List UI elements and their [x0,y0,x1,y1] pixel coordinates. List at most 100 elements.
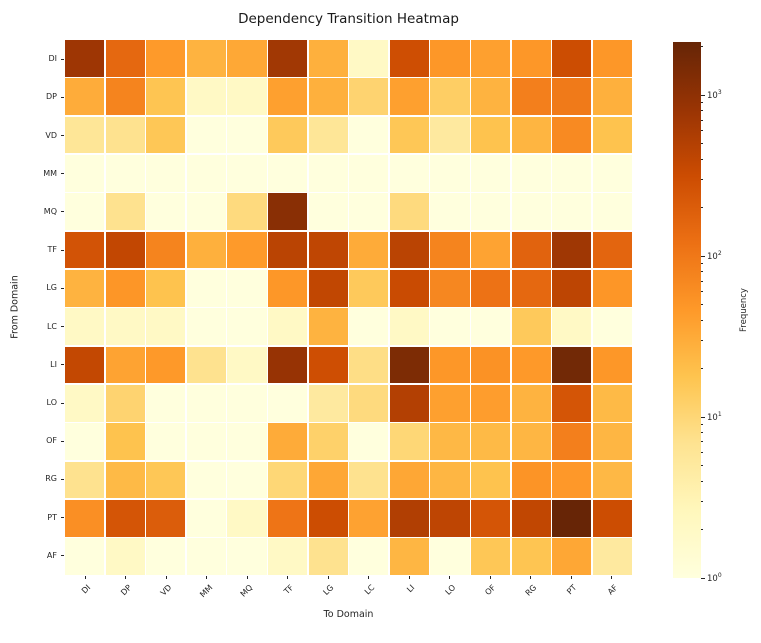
heatmap-cell [592,308,632,346]
heatmap-cell [268,384,308,422]
colorbar-minor-tick [701,178,704,180]
heatmap-cell [186,423,226,461]
x-tick-mark [530,575,532,579]
heatmap-cell [105,538,145,575]
y-tick-label: TF [47,245,58,255]
y-tick-label: RG [45,474,57,484]
heatmap-cell [105,384,145,422]
colorbar-minor-tick [701,280,704,282]
heatmap-cell [552,538,592,575]
y-tick-mark [60,364,64,366]
heatmap-cell [389,538,429,575]
heatmap-cell [389,193,429,231]
heatmap-cell [186,461,226,499]
heatmap-cell [349,78,389,116]
heatmap-cell [65,538,105,575]
heatmap-cell [308,154,348,192]
heatmap-cell [511,538,551,575]
heatmap-cell [389,423,429,461]
x-tick-mark [449,575,451,579]
heatmap-cell [430,269,470,307]
heatmap-cell [471,78,511,116]
heatmap-cell [65,423,105,461]
heatmap-cell [186,384,226,422]
colorbar-minor-tick [701,110,704,112]
heatmap-cell [186,499,226,537]
heatmap-cell [308,384,348,422]
heatmap-cell [65,384,105,422]
y-tick-mark [60,58,64,60]
heatmap-cell [471,461,511,499]
heatmap-cell [65,231,105,269]
x-tick-mark [287,575,289,579]
colorbar-tick-label: 101 [707,411,722,423]
heatmap-cell [268,346,308,384]
heatmap-cell [511,78,551,116]
heatmap-cell [349,231,389,269]
heatmap-cell [186,116,226,154]
heatmap-cell [65,269,105,307]
y-tick-label: LC [46,321,57,331]
y-tick-mark [60,326,64,328]
heatmap-cell [511,308,551,346]
y-axis-title: From Domain [9,275,21,339]
heatmap-cell [65,346,105,384]
heatmap-cell [430,499,470,537]
heatmap-cell [308,78,348,116]
heatmap-cell [430,308,470,346]
y-tick-label: VD [45,130,57,140]
heatmap-cell [592,538,632,575]
heatmap-cell [430,461,470,499]
heatmap-cell [146,423,186,461]
colorbar-minor-tick [701,432,704,434]
y-tick-mark [60,402,64,404]
heatmap-cell [592,40,632,77]
heatmap-cell [511,231,551,269]
colorbar-major-tick [701,577,705,579]
heatmap-cell [227,154,267,192]
heatmap-cell [592,193,632,231]
heatmap-cell [105,154,145,192]
heatmap-cell [105,461,145,499]
heatmap-cell [471,193,511,231]
colorbar-minor-tick [701,500,704,502]
heatmap-cell [471,384,511,422]
x-tick-mark [246,575,248,579]
colorbar-minor-tick [701,262,704,264]
x-tick-mark [408,575,410,579]
heatmap-cell [105,269,145,307]
colorbar-minor-tick [701,130,704,132]
heatmap-cell [389,116,429,154]
heatmap-cell [592,269,632,307]
heatmap-cell [592,346,632,384]
heatmap-cell [511,40,551,77]
heatmap-cell [105,40,145,77]
heatmap-cell [349,308,389,346]
y-tick-mark [60,173,64,175]
heatmap-cell [105,78,145,116]
heatmap-cell [592,384,632,422]
heatmap-cell [308,116,348,154]
heatmap-cell [268,423,308,461]
heatmap-cell [389,231,429,269]
colorbar-minor-tick [701,441,704,443]
heatmap-cell [105,116,145,154]
heatmap-cell [227,193,267,231]
heatmap-cell [592,116,632,154]
heatmap-cell [349,346,389,384]
heatmap-cell [349,193,389,231]
heatmap-cell [471,116,511,154]
y-tick-label: LO [46,398,57,408]
heatmap-cell [389,40,429,77]
heatmap-cell [552,423,592,461]
x-tick-mark [125,575,127,579]
heatmap-cell [146,116,186,154]
y-tick-label: AF [46,550,57,560]
y-tick-label: DP [46,92,57,102]
heatmap-cell [186,269,226,307]
heatmap-cell [186,346,226,384]
colorbar-title: Frequency [739,288,749,332]
heatmap-cell [146,78,186,116]
colorbar-tick-label: 100 [707,572,722,584]
y-tick-label: MM [43,168,57,178]
